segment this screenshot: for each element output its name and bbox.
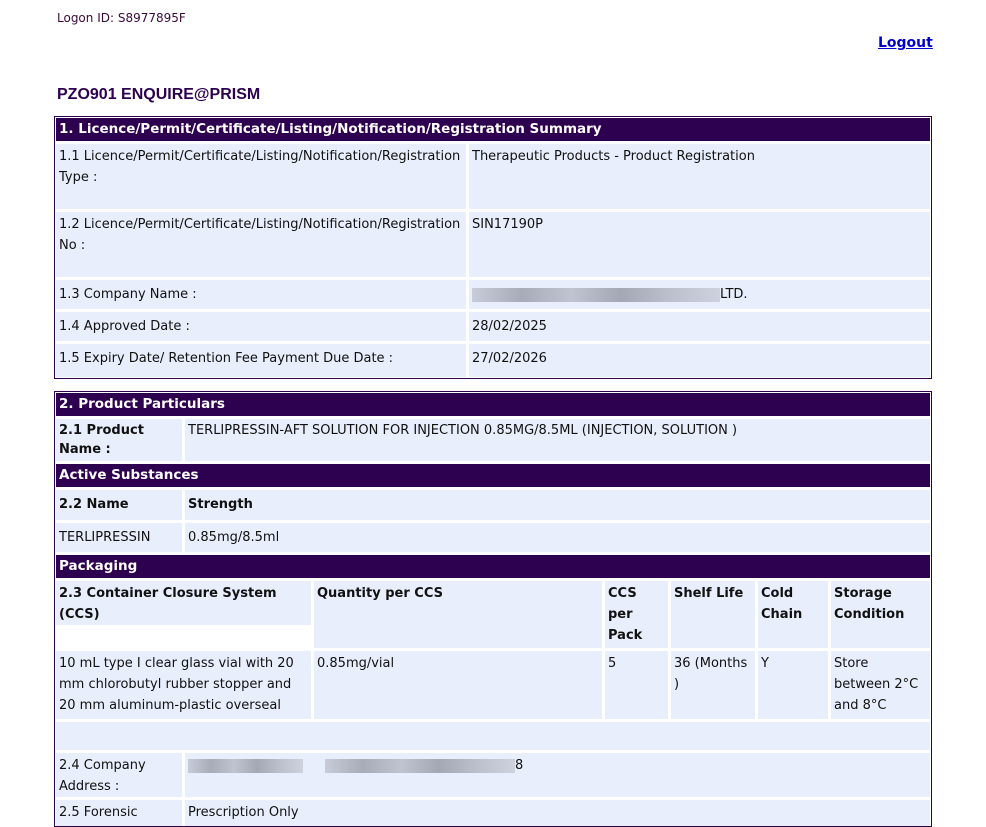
cold-chain-value: Y: [758, 651, 828, 719]
page-title: PZO901 ENQUIRE@PRISM: [57, 86, 261, 103]
storage-value: Store between 2°C and 8°C: [831, 651, 930, 719]
empty-row: [56, 722, 930, 750]
quantity-value: 0.85mg/vial: [314, 651, 602, 719]
ccs-per-pack-value: 5: [605, 651, 668, 719]
ccs-value: 10 mL type I clear glass vial with 20 mm…: [56, 651, 311, 719]
forensic-label: 2.5 Forensic classification :: [56, 800, 182, 826]
type-label: 1.1 Licence/Permit/Certificate/Listing/N…: [56, 144, 466, 209]
no-value: SIN17190P: [469, 212, 930, 277]
substance-name: TERLIPRESSIN: [56, 523, 182, 552]
logout-link[interactable]: Logout: [878, 35, 933, 51]
approved-label: 1.4 Approved Date :: [56, 312, 466, 341]
company-label: 1.3 Company Name :: [56, 280, 466, 309]
name-column: 2.2 Name: [56, 490, 182, 520]
address-value: 8: [185, 753, 930, 797]
ccs-per-pack-column: CCS per Pack: [605, 581, 668, 648]
redacted-text: [188, 758, 303, 773]
shelf-life-column: Shelf Life: [671, 581, 755, 648]
address-suffix: 8: [515, 758, 524, 773]
ccs-column: 2.3 Container Closure System (CCS): [56, 581, 311, 625]
forensic-value: Prescription Only: [185, 800, 930, 826]
summary-header: 1. Licence/Permit/Certificate/Listing/No…: [56, 118, 930, 141]
strength-column: Strength: [185, 490, 930, 520]
expiry-value: 27/02/2026: [469, 344, 930, 377]
product-name-value: TERLIPRESSIN-AFT SOLUTION FOR INJECTION …: [185, 419, 930, 461]
cold-chain-column: Cold Chain: [758, 581, 828, 648]
type-value: Therapeutic Products - Product Registrat…: [469, 144, 930, 209]
product-header: 2. Product Particulars: [56, 393, 930, 416]
logon-id: Logon ID: S8977895F: [57, 11, 186, 25]
substance-strength: 0.85mg/8.5ml: [185, 523, 930, 552]
company-value: LTD.: [469, 280, 930, 309]
redacted-text: [472, 287, 720, 302]
expiry-label: 1.5 Expiry Date/ Retention Fee Payment D…: [56, 344, 466, 377]
packaging-header: Packaging: [56, 555, 930, 578]
product-section: 2. Product Particulars 2.1 Product Name …: [54, 391, 932, 827]
approved-value: 28/02/2025: [469, 312, 930, 341]
quantity-column: Quantity per CCS: [314, 581, 602, 648]
no-label: 1.2 Licence/Permit/Certificate/Listing/N…: [56, 212, 466, 277]
summary-section: 1. Licence/Permit/Certificate/Listing/No…: [54, 116, 932, 379]
product-name-label: 2.1 Product Name :: [56, 419, 182, 461]
address-label: 2.4 Company Address :: [56, 753, 182, 797]
shelf-life-value: 36 (Months ): [671, 651, 755, 719]
active-substances-header: Active Substances: [56, 464, 930, 487]
redacted-text: [325, 758, 515, 773]
company-suffix: LTD.: [720, 287, 748, 302]
storage-column: Storage Condition: [831, 581, 930, 648]
